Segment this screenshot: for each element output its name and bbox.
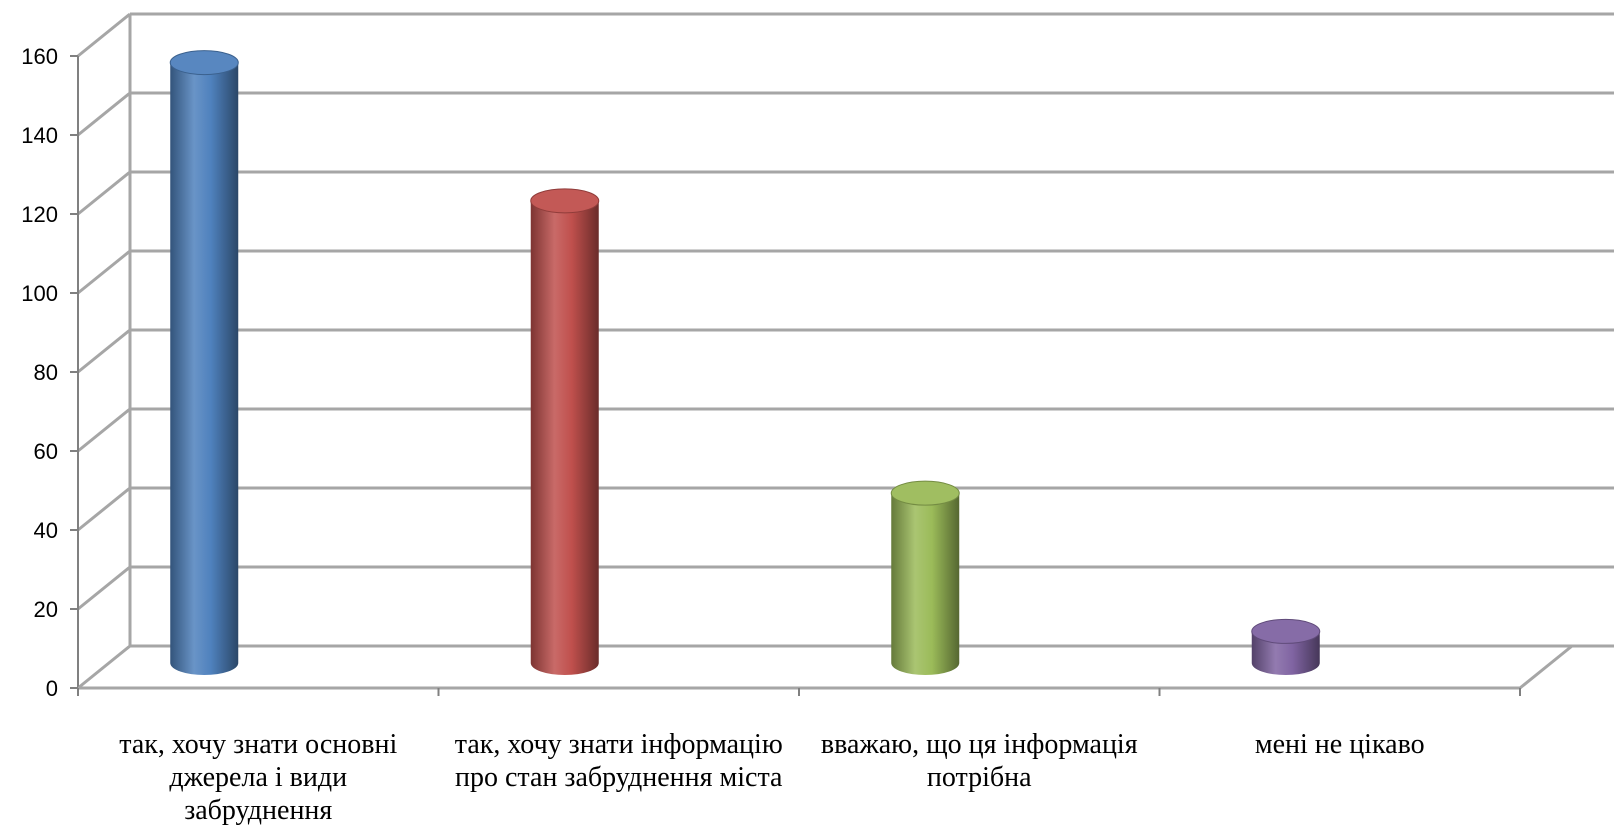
gridline-diagonal bbox=[77, 249, 131, 295]
bar-4 bbox=[1251, 618, 1321, 675]
bar-1 bbox=[169, 50, 239, 676]
bar-3 bbox=[890, 480, 960, 675]
y-tick-label: 160 bbox=[21, 44, 58, 69]
y-tick-label: 100 bbox=[21, 281, 58, 306]
bar-cap bbox=[890, 480, 960, 506]
bar-cap bbox=[530, 188, 600, 214]
x-category-label: вважаю, що ця інформація потрібна bbox=[820, 729, 1138, 793]
bar-cap bbox=[1251, 618, 1321, 644]
gridline-diagonal bbox=[77, 91, 131, 137]
gridline-diagonal bbox=[77, 486, 131, 532]
bar-2 bbox=[530, 188, 600, 675]
bar-cap bbox=[169, 50, 239, 76]
x-category-label: мені не цікаво bbox=[1254, 729, 1425, 760]
gridline-diagonal bbox=[77, 407, 131, 453]
y-tick-label: 40 bbox=[34, 518, 58, 543]
gridline-diagonal bbox=[77, 565, 131, 611]
axes bbox=[70, 55, 1521, 696]
y-tick-label: 60 bbox=[34, 439, 58, 464]
gridline-diagonal bbox=[77, 328, 131, 374]
y-tick-label: 120 bbox=[21, 202, 58, 227]
bar-body bbox=[170, 62, 239, 676]
floor-right-edge bbox=[1519, 644, 1573, 690]
gridline-diagonal bbox=[77, 170, 131, 216]
gridlines bbox=[77, 12, 1614, 690]
y-tick-label: 140 bbox=[21, 123, 58, 148]
gridline-diagonal bbox=[77, 12, 131, 58]
gridline-diagonal bbox=[77, 644, 131, 690]
chart-walls bbox=[128, 14, 1573, 690]
y-tick-label: 0 bbox=[46, 676, 58, 701]
y-tick-label: 20 bbox=[34, 597, 58, 622]
bar-body bbox=[530, 200, 599, 675]
bar-body bbox=[891, 493, 960, 675]
y-tick-label: 80 bbox=[34, 360, 58, 385]
x-category-label: так, хочу знати основні джерела і види з… bbox=[119, 729, 398, 826]
x-category-label: так, хочу знати інформацію про стан забр… bbox=[454, 729, 783, 793]
bars bbox=[169, 50, 1321, 676]
y-tick-labels: 0 20 40 60 80 100 120 140 160 bbox=[21, 44, 58, 701]
